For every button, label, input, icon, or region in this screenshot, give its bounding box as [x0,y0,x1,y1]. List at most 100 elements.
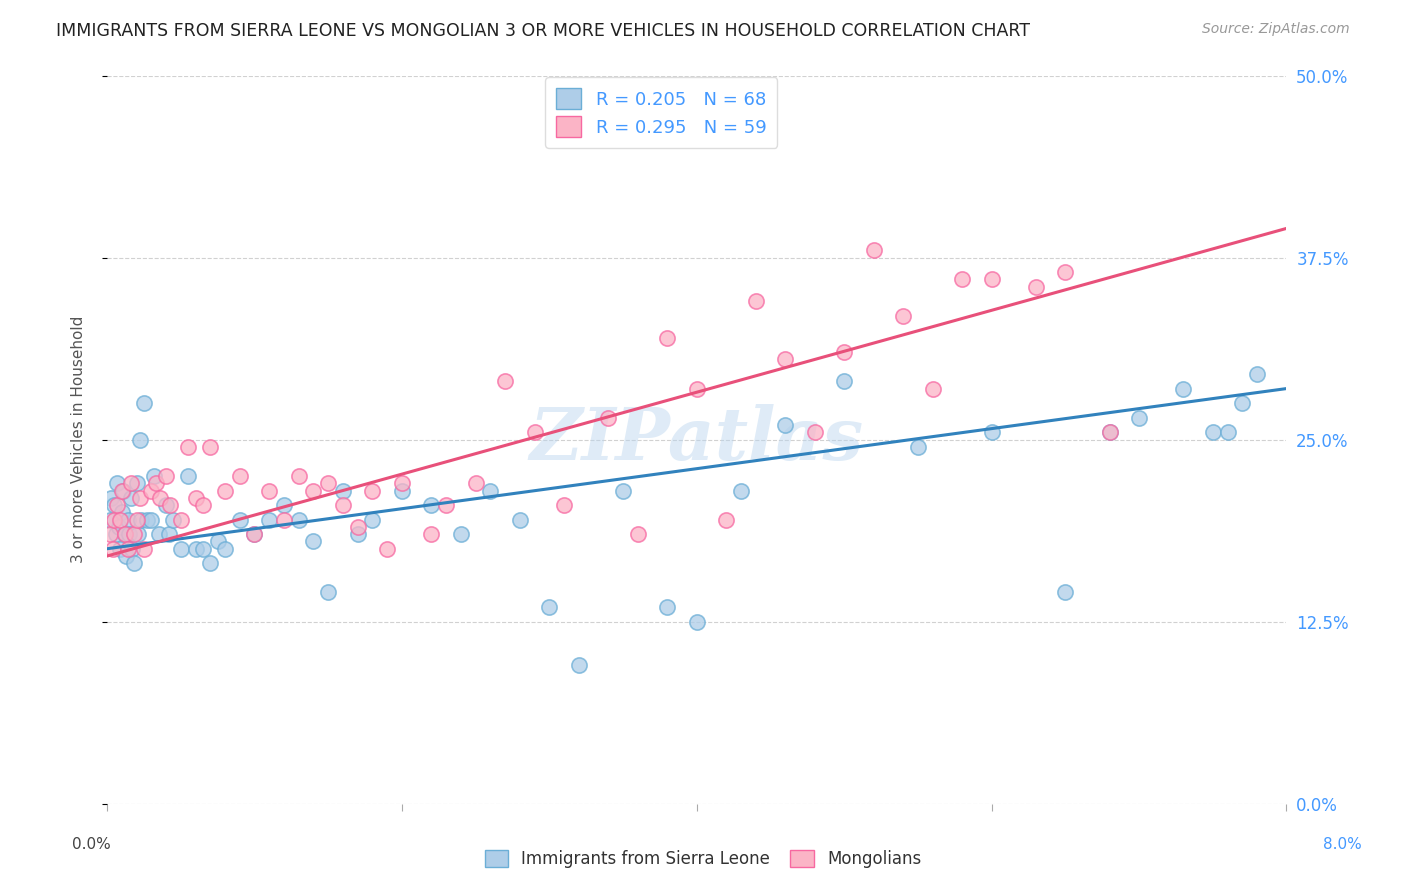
Point [191,498,214,512]
Point [1216,425,1239,440]
Point [155,498,177,512]
Point [523,425,546,440]
Point [479,483,502,498]
Point [346,520,368,534]
Point [110,541,132,556]
Text: ZIPatlas: ZIPatlas [530,404,863,475]
Point [129,513,152,527]
Point [104,527,127,541]
Point [316,476,339,491]
Point [1098,425,1121,440]
Point [184,541,207,556]
Point [105,498,128,512]
Point [1054,265,1077,279]
Point [177,440,200,454]
Point [184,491,207,505]
Point [391,476,413,491]
Point [98,513,121,527]
Point [257,483,280,498]
Point [361,483,384,498]
Point [450,527,472,541]
Point [162,513,184,527]
Point [170,541,193,556]
Point [612,483,634,498]
Point [287,513,309,527]
Point [117,513,139,527]
Point [464,476,486,491]
Point [127,527,149,541]
Point [346,527,368,541]
Point [686,382,709,396]
Point [110,513,132,527]
Point [1232,396,1254,410]
Text: Source: ZipAtlas.com: Source: ZipAtlas.com [1202,22,1350,37]
Point [122,527,145,541]
Point [420,527,443,541]
Point [391,483,413,498]
Point [120,476,142,491]
Point [509,513,531,527]
Point [657,599,679,614]
Point [538,599,561,614]
Point [657,330,679,344]
Point [598,410,620,425]
Point [420,498,443,512]
Point [627,527,650,541]
Point [177,469,200,483]
Y-axis label: 3 or more Vehicles in Household: 3 or more Vehicles in Household [72,316,86,563]
Point [494,374,516,388]
Point [243,527,266,541]
Point [229,469,252,483]
Point [361,513,384,527]
Legend: Immigrants from Sierra Leone, Mongolians: Immigrants from Sierra Leone, Mongolians [478,843,928,875]
Point [302,483,325,498]
Point [1054,585,1077,599]
Text: 0.0%: 0.0% [72,837,111,852]
Point [111,505,134,519]
Point [568,658,591,673]
Point [950,272,973,286]
Point [200,557,222,571]
Point [302,534,325,549]
Point [229,513,252,527]
Point [1202,425,1225,440]
Point [773,352,796,367]
Point [145,476,167,491]
Point [141,483,163,498]
Point [214,483,236,498]
Point [121,541,143,556]
Point [243,527,266,541]
Point [112,483,135,498]
Point [273,498,295,512]
Point [1128,410,1150,425]
Point [128,433,150,447]
Point [375,541,398,556]
Point [686,615,709,629]
Point [287,469,309,483]
Point [120,491,142,505]
Point [921,382,943,396]
Point [803,425,825,440]
Point [132,541,155,556]
Point [105,476,128,491]
Point [214,541,236,556]
Point [832,374,855,388]
Point [141,513,163,527]
Point [332,498,354,512]
Point [103,498,125,512]
Point [730,483,752,498]
Point [434,498,457,512]
Point [111,483,134,498]
Point [862,244,884,258]
Point [135,513,157,527]
Text: 8.0%: 8.0% [1323,837,1362,852]
Point [745,294,768,309]
Point [553,498,575,512]
Point [125,476,148,491]
Point [115,549,138,563]
Point [149,491,172,505]
Point [980,425,1002,440]
Point [143,469,166,483]
Point [191,541,214,556]
Point [1173,382,1195,396]
